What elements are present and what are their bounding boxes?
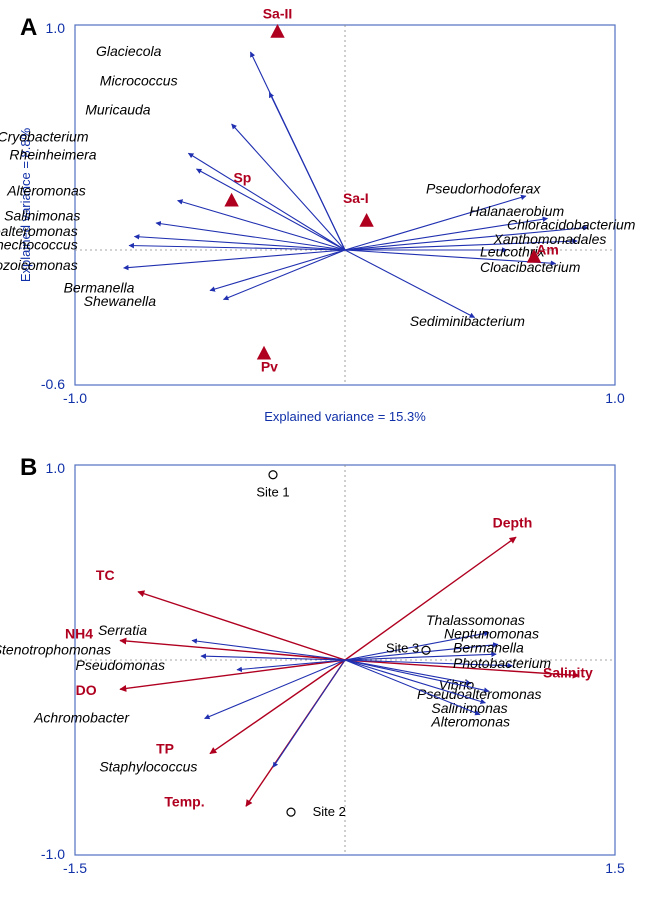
svg-text:Sa-II: Sa-II <box>263 5 293 21</box>
svg-text:Muricauda: Muricauda <box>85 102 151 118</box>
panel-a-svg: -1.0 1.0 -0.6 1.0 Explained variance = 15.3%… <box>0 0 666 440</box>
svg-text:Endozoicomonas: Endozoicomonas <box>0 257 78 273</box>
panel-a: -1.0 1.0 -0.6 1.0 Explained variance = 15.3%… <box>0 0 666 440</box>
svg-text:A: A <box>20 14 37 41</box>
svg-text:-1.0: -1.0 <box>63 390 87 406</box>
svg-text:Alteromonas: Alteromonas <box>6 183 86 199</box>
svg-text:Sediminibacterium: Sediminibacterium <box>410 313 525 329</box>
svg-text:Salinimonas: Salinimonas <box>4 207 80 223</box>
svg-text:Site 2: Site 2 <box>313 804 346 819</box>
svg-text:Shewanella: Shewanella <box>84 293 157 309</box>
svg-text:1.0: 1.0 <box>46 460 66 476</box>
svg-text:1.0: 1.0 <box>605 390 625 406</box>
svg-text:Am: Am <box>536 242 559 258</box>
svg-text:TP: TP <box>156 741 174 757</box>
svg-text:1.0: 1.0 <box>46 20 66 36</box>
panel-b-svg: -1.51.5-1.01.0BTCNH4DOTPTemp.DepthSalini… <box>0 440 666 910</box>
svg-text:1.5: 1.5 <box>605 860 625 876</box>
svg-text:-1.0: -1.0 <box>41 846 65 862</box>
svg-text:Pv: Pv <box>261 359 278 375</box>
svg-text:Site 3: Site 3 <box>386 640 419 655</box>
panel-b: -1.51.5-1.01.0BTCNH4DOTPTemp.DepthSalini… <box>0 440 666 910</box>
svg-text:Explained variance = 15.3%: Explained variance = 15.3% <box>264 409 426 424</box>
svg-text:NH4: NH4 <box>65 626 93 642</box>
svg-text:Bermanella: Bermanella <box>453 639 524 655</box>
figure-container: -1.0 1.0 -0.6 1.0 Explained variance = 15.3%… <box>0 0 666 910</box>
svg-text:Site 1: Site 1 <box>256 484 289 499</box>
svg-text:-0.6: -0.6 <box>41 376 65 392</box>
svg-text:Serratia: Serratia <box>98 622 147 638</box>
svg-text:Micrococcus: Micrococcus <box>100 72 178 88</box>
svg-text:Stenotrophomonas: Stenotrophomonas <box>0 641 111 657</box>
svg-text:Synechococcus: Synechococcus <box>0 237 78 253</box>
svg-text:DO: DO <box>76 682 97 698</box>
svg-text:TC: TC <box>96 567 115 583</box>
svg-text:Cryobacterium: Cryobacterium <box>0 129 89 145</box>
svg-text:Glaciecola: Glaciecola <box>96 43 162 59</box>
svg-text:Chloracidobacterium: Chloracidobacterium <box>507 216 636 232</box>
svg-text:Temp.: Temp. <box>164 793 204 809</box>
svg-text:Achromobacter: Achromobacter <box>33 710 130 726</box>
svg-text:Rheinheimera: Rheinheimera <box>9 147 96 163</box>
svg-text:Sa-I: Sa-I <box>343 190 369 206</box>
svg-text:Photobacterium: Photobacterium <box>453 655 551 671</box>
svg-text:Pseudomonas: Pseudomonas <box>75 657 165 673</box>
svg-text:-1.5: -1.5 <box>63 860 87 876</box>
svg-text:Depth: Depth <box>493 515 533 531</box>
svg-text:Sp: Sp <box>233 170 251 186</box>
svg-text:Staphylococcus: Staphylococcus <box>99 758 197 774</box>
svg-text:Pseudorhodoferax: Pseudorhodoferax <box>426 180 541 196</box>
svg-text:B: B <box>20 454 37 481</box>
svg-text:Alteromonas: Alteromonas <box>430 713 510 729</box>
